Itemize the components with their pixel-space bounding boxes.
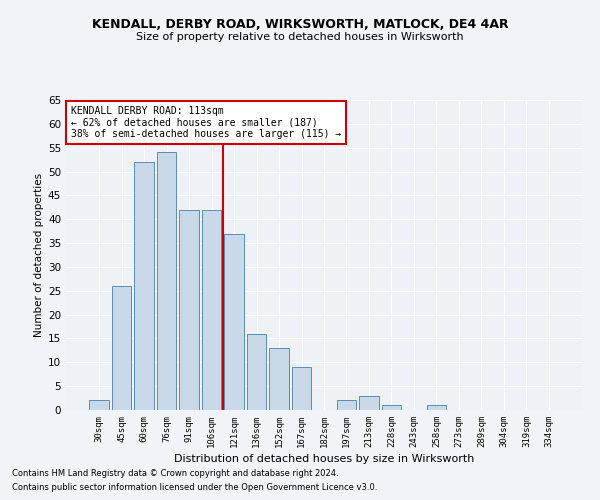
Text: KENDALL DERBY ROAD: 113sqm
← 62% of detached houses are smaller (187)
38% of sem: KENDALL DERBY ROAD: 113sqm ← 62% of deta… (71, 106, 341, 140)
Bar (112, 286, 131, 410)
Bar (269, 348, 289, 410)
Bar (157, 152, 176, 410)
Bar (179, 210, 199, 410)
Text: Contains HM Land Registry data © Crown copyright and database right 2024.: Contains HM Land Registry data © Crown c… (12, 468, 338, 477)
Y-axis label: Number of detached properties: Number of detached properties (34, 173, 44, 337)
Bar (337, 400, 356, 410)
Bar (382, 405, 401, 410)
X-axis label: Distribution of detached houses by size in Wirksworth: Distribution of detached houses by size … (174, 454, 474, 464)
Bar (202, 210, 221, 410)
Text: Size of property relative to detached houses in Wirksworth: Size of property relative to detached ho… (136, 32, 464, 42)
Bar (359, 396, 379, 410)
Bar (292, 367, 311, 410)
Text: KENDALL, DERBY ROAD, WIRKSWORTH, MATLOCK, DE4 4AR: KENDALL, DERBY ROAD, WIRKSWORTH, MATLOCK… (92, 18, 508, 30)
Text: Contains public sector information licensed under the Open Government Licence v3: Contains public sector information licen… (12, 484, 377, 492)
Bar (89, 400, 109, 410)
Bar (427, 405, 446, 410)
Bar (134, 162, 154, 410)
Bar (224, 234, 244, 410)
Bar (247, 334, 266, 410)
